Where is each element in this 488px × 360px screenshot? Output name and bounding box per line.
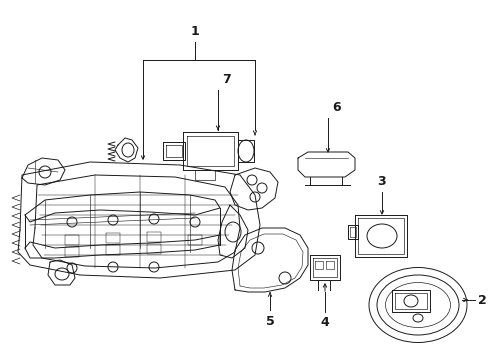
- Text: 5: 5: [265, 315, 274, 328]
- Text: 4: 4: [320, 316, 329, 329]
- Text: 3: 3: [377, 175, 386, 188]
- Text: 2: 2: [477, 293, 486, 306]
- Text: 7: 7: [222, 73, 230, 86]
- Text: 6: 6: [331, 101, 340, 114]
- Text: 1: 1: [190, 25, 199, 38]
